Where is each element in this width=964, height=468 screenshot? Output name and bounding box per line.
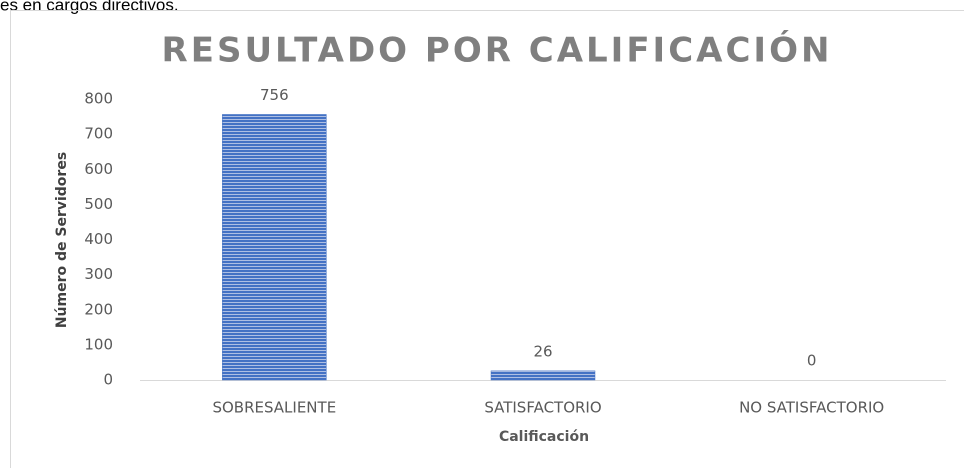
data-label: 0 (807, 352, 817, 370)
y-tick-label: 500 (84, 195, 113, 213)
data-label: 756 (260, 86, 289, 104)
chart-title: RESULTADO POR CALIFICACIÓN (162, 30, 833, 71)
y-tick-label: 0 (103, 371, 113, 389)
page-text: es en cargos directivos. (0, 0, 179, 14)
bar (490, 370, 596, 381)
y-tick-label: 600 (84, 160, 113, 178)
data-label: 26 (533, 342, 552, 360)
y-tick-label: 100 (84, 335, 113, 353)
y-tick-label: 800 (84, 90, 113, 108)
x-tick-label: NO SATISFACTORIO (739, 399, 884, 417)
y-axis-label: Número de Servidores (54, 152, 70, 328)
y-tick-label: 400 (84, 230, 113, 248)
y-tick-label: 700 (84, 125, 113, 143)
y-tick-label: 200 (84, 300, 113, 318)
chart-border (10, 10, 964, 468)
x-tick-label: SOBRESALIENTE (212, 399, 336, 417)
y-tick-label: 300 (84, 265, 113, 283)
bar (222, 114, 327, 381)
x-axis-label: Calificación (499, 429, 589, 445)
x-tick-label: SATISFACTORIO (484, 399, 601, 417)
